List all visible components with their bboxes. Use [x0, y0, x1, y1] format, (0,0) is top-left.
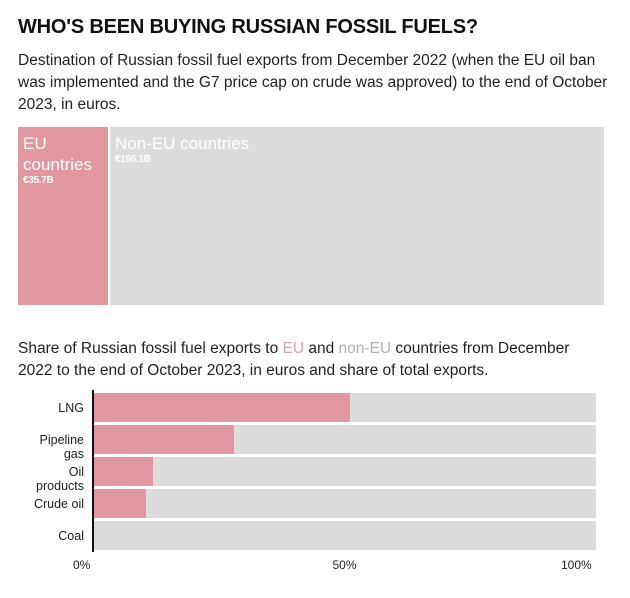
eu-legend-word: EU [282, 340, 305, 357]
treemap-tile-eu: EU countries €35.7B [18, 127, 108, 305]
y-axis-line [92, 390, 94, 552]
bar-eu [93, 393, 350, 422]
bar-eu [93, 457, 153, 486]
row-label: LNG [58, 401, 84, 415]
bar-eu [93, 489, 146, 518]
share-bar-chart: LNG Pipeline gas Oil products Crude oil Coal… [0, 390, 630, 580]
chart-title: WHO'S BEEN BUYING RUSSIAN FOSSIL FUELS? [18, 16, 478, 38]
treemap-tile-non-eu: Non-EU countries €196.1B [110, 127, 604, 305]
x-tick-label: 50% [332, 558, 357, 572]
treemap-tile-name: EU countries [23, 134, 92, 174]
bar-non-eu [93, 521, 596, 550]
subtitle2-and: and [304, 340, 339, 357]
row-label: Crude oil [33, 497, 84, 511]
x-tick-label: 100% [561, 558, 592, 572]
treemap-tile-value: €196.1B [115, 154, 151, 165]
row-label: Coal [58, 529, 84, 543]
treemap-tile-name: Non-EU countries [115, 134, 250, 153]
subtitle2-after: countries from December 2022 to the end … [18, 340, 570, 379]
bar-non-eu [93, 457, 596, 486]
chart-subtitle: Destination of Russian fossil fuel expor… [18, 52, 608, 113]
bar-chart-subtitle: Share of Russian fossil fuel exports to … [18, 338, 608, 382]
x-tick-label: 0% [73, 558, 91, 572]
treemap-chart: EU countries €35.7B Non-EU countries €196.1… [18, 127, 604, 305]
row-label: Pipeline gas [39, 433, 84, 461]
row-label: Oil products [36, 465, 84, 493]
subtitle2-before: Share of Russian fossil fuel exports to [18, 340, 283, 357]
bar-eu [93, 425, 234, 454]
bar-non-eu [93, 489, 596, 518]
treemap-tile-value: €35.7B [23, 175, 54, 186]
non-eu-legend-word: non-EU [338, 340, 392, 357]
